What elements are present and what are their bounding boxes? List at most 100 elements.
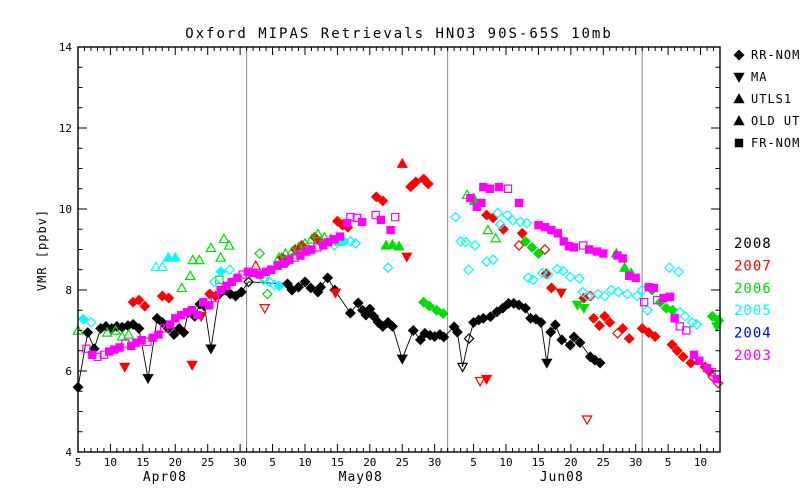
data-point-2008 [535, 316, 547, 328]
year-label-2005: 2005 [734, 303, 772, 319]
data-point-2003 [712, 374, 721, 384]
data-point-2005 [449, 211, 461, 223]
triangle-up-icon [733, 115, 745, 126]
y-tick-label: 12 [59, 122, 72, 135]
data-point-2007 [599, 310, 611, 322]
data-point-2008 [142, 374, 154, 385]
year-label-2007: 2007 [734, 258, 772, 274]
data-point-2005 [462, 264, 474, 276]
data-point-2003 [599, 249, 608, 258]
data-point-2003 [210, 293, 220, 303]
month-boundary-lines [246, 47, 643, 452]
data-point-2003 [238, 270, 247, 279]
data-point-2005 [527, 274, 539, 286]
x-tick-label: 25 [597, 456, 610, 469]
series-2008-ma-open [456, 362, 469, 373]
data-point-2008 [224, 288, 236, 300]
data-point-2005 [507, 214, 518, 226]
data-point-2008 [168, 329, 180, 340]
data-point-2003 [670, 314, 679, 323]
data-point-2003 [386, 225, 395, 235]
data-point-2008 [205, 344, 217, 355]
data-point-2005 [674, 306, 686, 318]
data-point-2007 [410, 176, 422, 188]
data-point-2005 [691, 318, 703, 330]
data-point-2003 [675, 322, 684, 331]
data-point-2003 [665, 292, 675, 302]
data-point-2005 [150, 261, 162, 272]
y-tick-label: 14 [59, 41, 73, 54]
series-2007-ma-open [259, 304, 593, 426]
data-point-2005 [85, 316, 97, 328]
data-point-2008 [564, 339, 576, 351]
data-point-2005 [577, 286, 588, 298]
data-point-2007 [617, 323, 629, 334]
x-tick-label: 20 [564, 456, 577, 469]
data-point-2006 [101, 326, 113, 337]
series-2005-utls1 [162, 251, 181, 262]
data-point-2007 [513, 240, 525, 251]
legend-label: RR-NOM [751, 48, 800, 62]
data-point-2008 [497, 302, 509, 314]
legend-label: FR-NOM [751, 136, 800, 150]
data-point-2006 [122, 328, 135, 339]
data-point-2005 [536, 267, 548, 279]
data-point-2005 [492, 207, 504, 219]
data-point-2006 [437, 308, 449, 319]
data-point-2003 [352, 213, 362, 223]
data-point-2003 [143, 337, 152, 347]
data-point-2008 [293, 281, 304, 293]
data-points [72, 157, 725, 426]
symbol-legend: RR-NOM MA UTLS1 OLD UTLS1 FR-NOM [733, 48, 800, 150]
data-point-2005 [169, 251, 181, 262]
series-2008-ma [142, 344, 553, 385]
data-point-2005 [494, 218, 506, 230]
data-point-2005 [224, 264, 236, 276]
data-point-2003 [695, 356, 704, 366]
y-tick-label: 10 [59, 203, 72, 216]
data-point-2003 [193, 310, 202, 320]
year-label-2008: 2008 [734, 236, 772, 252]
data-point-2006 [482, 224, 494, 235]
x-tick-label: 15 [136, 456, 149, 469]
data-point-2006 [578, 304, 590, 315]
data-point-2008 [484, 311, 496, 323]
data-point-2008 [545, 326, 557, 338]
data-point-2003 [99, 350, 109, 359]
data-point-2008 [438, 331, 450, 343]
legend-entry-utls1: UTLS1 [733, 92, 792, 106]
series-2003-fr-nom [88, 182, 721, 384]
legend-label: MA [751, 70, 767, 84]
month-label: Apr08 [143, 470, 187, 485]
data-point-2006 [176, 282, 188, 293]
x-tick-label: 25 [396, 456, 409, 469]
data-point-2008 [235, 286, 247, 298]
data-point-2003 [659, 293, 668, 303]
data-point-2008 [322, 272, 334, 284]
data-point-2008 [513, 299, 525, 311]
data-point-2007 [539, 244, 551, 255]
data-point-2006 [520, 235, 531, 247]
data-point-2003 [702, 363, 712, 373]
series-2008-rr-nom [72, 272, 606, 393]
data-point-2003 [466, 193, 475, 203]
data-point-2003 [477, 198, 486, 208]
data-point-2005 [501, 209, 513, 221]
x-tick-label: 25 [201, 456, 214, 469]
data-point-2006 [184, 270, 196, 281]
data-point-2007 [163, 292, 175, 304]
data-point-2003 [376, 215, 386, 225]
legend-label: UTLS1 [751, 92, 792, 106]
data-point-2005 [673, 266, 684, 278]
x-tick-label: 5 [470, 456, 477, 469]
data-point-2008 [305, 282, 317, 294]
data-point-2005 [487, 254, 499, 266]
data-point-2005 [469, 240, 481, 251]
data-point-2008 [178, 327, 190, 338]
data-point-2007 [649, 331, 661, 343]
diamond-icon [733, 49, 745, 61]
data-point-2005 [612, 286, 624, 298]
data-point-2006 [713, 314, 725, 326]
data-point-2008 [387, 321, 398, 332]
